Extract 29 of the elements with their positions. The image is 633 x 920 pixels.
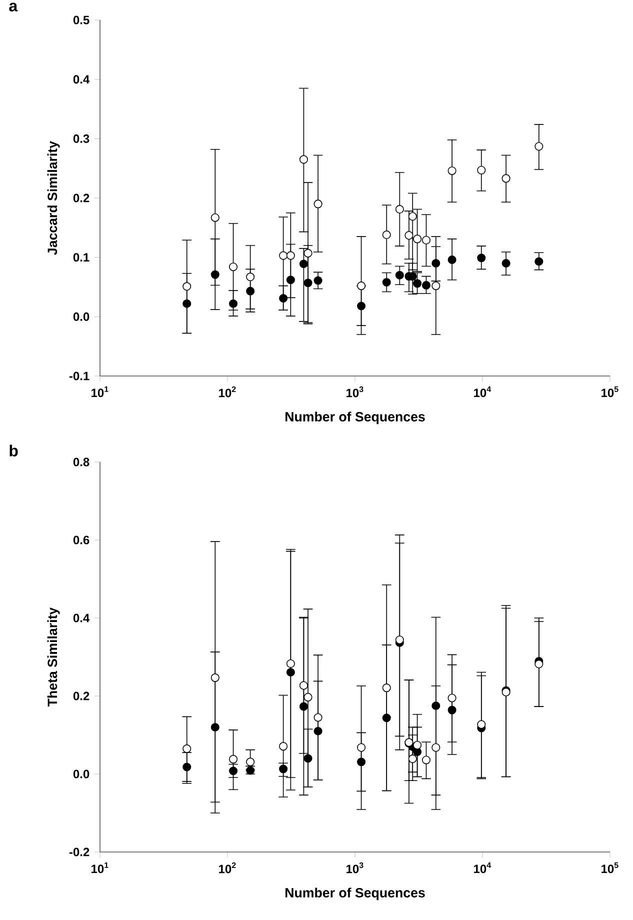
x-tick-label: 10$^{1}$ bbox=[92, 386, 108, 398]
x-axis-title: Number of Sequences bbox=[286, 888, 425, 900]
y-tick-label: 0.1 bbox=[73, 253, 90, 262]
y-tick-label: 0.5 bbox=[73, 16, 90, 24]
y-tick-label: 0.8 bbox=[73, 458, 90, 466]
x-tick-label: 10$^{4}$ bbox=[474, 386, 492, 398]
x-tick-label: 10$^{5}$ bbox=[602, 386, 618, 398]
x-tick-label: 10$^{3}$ bbox=[346, 386, 364, 398]
y-tick-label: -0.1 bbox=[69, 372, 90, 380]
x-axis-title: Number of Sequences bbox=[286, 412, 425, 424]
chart-title: a bbox=[9, 2, 18, 12]
x-tick-label: 10$^{3}$ bbox=[346, 862, 364, 874]
x-tick-label: 10$^{2}$ bbox=[219, 386, 236, 398]
y-tick-label: 0.2 bbox=[73, 194, 90, 202]
y-axis-title: Theta Similarity bbox=[47, 607, 60, 707]
y-tick-label: 0.2 bbox=[73, 692, 90, 700]
y-axis-title: Jaccard Similarity bbox=[47, 141, 60, 255]
x-tick-label: 10$^{2}$ bbox=[219, 862, 236, 874]
x-tick-label: 10$^{4}$ bbox=[474, 862, 492, 874]
x-tick-label: 10$^{1}$ bbox=[92, 862, 108, 874]
y-tick-label: -0.2 bbox=[69, 848, 90, 856]
x-tick-label: 10$^{5}$ bbox=[602, 862, 618, 874]
y-tick-label: 0.6 bbox=[73, 536, 90, 544]
y-tick-label: 0.0 bbox=[73, 312, 90, 321]
y-tick-label: 0.0 bbox=[73, 770, 90, 778]
chart-title: b bbox=[10, 444, 18, 456]
y-tick-label: 0.4 bbox=[73, 614, 90, 622]
y-tick-label: 0.4 bbox=[73, 75, 90, 84]
y-tick-label: 0.3 bbox=[73, 134, 90, 143]
